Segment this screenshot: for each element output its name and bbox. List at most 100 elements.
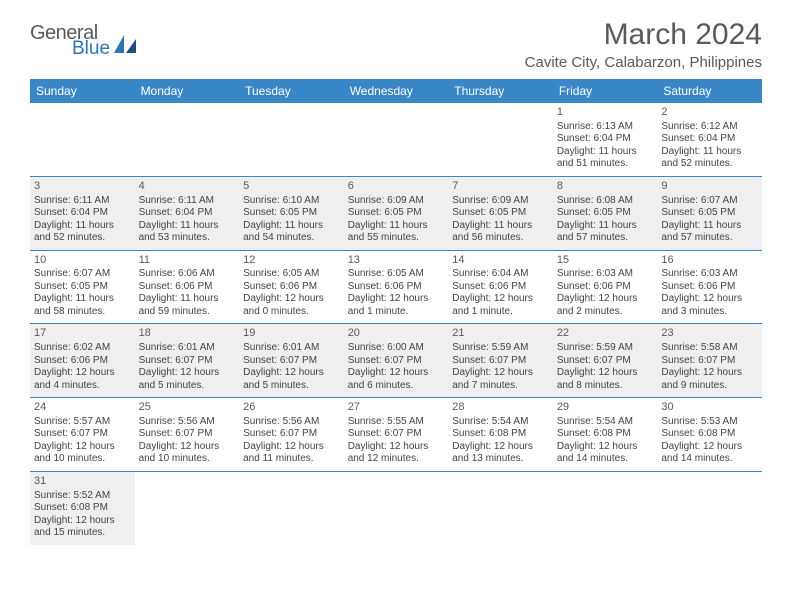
daylight-text-2: and 6 minutes. — [348, 380, 445, 393]
daylight-text-1: Daylight: 11 hours — [452, 220, 549, 233]
daylight-text-1: Daylight: 11 hours — [557, 146, 654, 159]
sunrise-text: Sunrise: 5:55 AM — [348, 416, 445, 429]
day-number: 25 — [139, 401, 236, 415]
daylight-text-2: and 7 minutes. — [452, 380, 549, 393]
calendar-week-row: 17Sunrise: 6:02 AMSunset: 6:06 PMDayligh… — [30, 324, 762, 398]
daylight-text-2: and 13 minutes. — [452, 453, 549, 466]
day-number: 30 — [661, 401, 758, 415]
calendar-day-cell: 6Sunrise: 6:09 AMSunset: 6:05 PMDaylight… — [344, 176, 449, 250]
sunrise-text: Sunrise: 6:07 AM — [34, 268, 131, 281]
calendar-day-cell: 2Sunrise: 6:12 AMSunset: 6:04 PMDaylight… — [657, 103, 762, 176]
daylight-text-1: Daylight: 11 hours — [34, 293, 131, 306]
sunset-text: Sunset: 6:07 PM — [452, 355, 549, 368]
day-number: 1 — [557, 106, 654, 120]
calendar-day-cell: 26Sunrise: 5:56 AMSunset: 6:07 PMDayligh… — [239, 398, 344, 472]
day-number: 8 — [557, 180, 654, 194]
daylight-text-2: and 57 minutes. — [557, 232, 654, 245]
sunrise-text: Sunrise: 5:59 AM — [557, 342, 654, 355]
sunset-text: Sunset: 6:07 PM — [243, 428, 340, 441]
sunrise-text: Sunrise: 6:08 AM — [557, 195, 654, 208]
sunrise-text: Sunrise: 6:10 AM — [243, 195, 340, 208]
daylight-text-1: Daylight: 12 hours — [557, 367, 654, 380]
weekday-header-row: Sunday Monday Tuesday Wednesday Thursday… — [30, 79, 762, 103]
calendar-day-cell: 21Sunrise: 5:59 AMSunset: 6:07 PMDayligh… — [448, 324, 553, 398]
day-number: 13 — [348, 254, 445, 268]
sail-icon — [114, 35, 140, 55]
calendar-day-cell: 9Sunrise: 6:07 AMSunset: 6:05 PMDaylight… — [657, 176, 762, 250]
sunrise-text: Sunrise: 5:57 AM — [34, 416, 131, 429]
month-title: March 2024 — [525, 18, 762, 52]
sunrise-text: Sunrise: 6:02 AM — [34, 342, 131, 355]
sunset-text: Sunset: 6:07 PM — [243, 355, 340, 368]
daylight-text-1: Daylight: 12 hours — [243, 293, 340, 306]
daylight-text-2: and 14 minutes. — [557, 453, 654, 466]
calendar-day-cell: 20Sunrise: 6:00 AMSunset: 6:07 PMDayligh… — [344, 324, 449, 398]
sunset-text: Sunset: 6:05 PM — [34, 281, 131, 294]
calendar-day-cell — [135, 471, 240, 544]
calendar-day-cell: 19Sunrise: 6:01 AMSunset: 6:07 PMDayligh… — [239, 324, 344, 398]
day-number: 26 — [243, 401, 340, 415]
daylight-text-1: Daylight: 12 hours — [452, 367, 549, 380]
sunrise-text: Sunrise: 5:58 AM — [661, 342, 758, 355]
day-number: 4 — [139, 180, 236, 194]
sunrise-text: Sunrise: 6:04 AM — [452, 268, 549, 281]
sunset-text: Sunset: 6:07 PM — [348, 355, 445, 368]
day-number: 17 — [34, 327, 131, 341]
sunrise-text: Sunrise: 6:03 AM — [557, 268, 654, 281]
daylight-text-2: and 11 minutes. — [243, 453, 340, 466]
calendar-day-cell: 24Sunrise: 5:57 AMSunset: 6:07 PMDayligh… — [30, 398, 135, 472]
day-number: 21 — [452, 327, 549, 341]
daylight-text-1: Daylight: 12 hours — [243, 367, 340, 380]
day-number: 29 — [557, 401, 654, 415]
sunset-text: Sunset: 6:08 PM — [557, 428, 654, 441]
calendar-day-cell: 23Sunrise: 5:58 AMSunset: 6:07 PMDayligh… — [657, 324, 762, 398]
day-number: 2 — [661, 106, 758, 120]
daylight-text-1: Daylight: 11 hours — [34, 220, 131, 233]
day-number: 19 — [243, 327, 340, 341]
calendar-day-cell: 18Sunrise: 6:01 AMSunset: 6:07 PMDayligh… — [135, 324, 240, 398]
day-number: 10 — [34, 254, 131, 268]
day-number: 31 — [34, 475, 131, 489]
calendar-day-cell: 3Sunrise: 6:11 AMSunset: 6:04 PMDaylight… — [30, 176, 135, 250]
daylight-text-1: Daylight: 12 hours — [348, 367, 445, 380]
weekday-header: Thursday — [448, 79, 553, 103]
sunrise-text: Sunrise: 5:59 AM — [452, 342, 549, 355]
daylight-text-2: and 59 minutes. — [139, 306, 236, 319]
sunset-text: Sunset: 6:06 PM — [661, 281, 758, 294]
sunset-text: Sunset: 6:07 PM — [139, 355, 236, 368]
sunrise-text: Sunrise: 6:12 AM — [661, 121, 758, 134]
sunset-text: Sunset: 6:05 PM — [557, 207, 654, 220]
sunrise-text: Sunrise: 6:00 AM — [348, 342, 445, 355]
weekday-header: Saturday — [657, 79, 762, 103]
daylight-text-1: Daylight: 12 hours — [661, 293, 758, 306]
sunset-text: Sunset: 6:07 PM — [661, 355, 758, 368]
sunset-text: Sunset: 6:07 PM — [557, 355, 654, 368]
day-number: 15 — [557, 254, 654, 268]
sunset-text: Sunset: 6:07 PM — [348, 428, 445, 441]
daylight-text-1: Daylight: 12 hours — [348, 293, 445, 306]
sunset-text: Sunset: 6:07 PM — [34, 428, 131, 441]
sunset-text: Sunset: 6:07 PM — [139, 428, 236, 441]
sunrise-text: Sunrise: 5:54 AM — [557, 416, 654, 429]
calendar-week-row: 1Sunrise: 6:13 AMSunset: 6:04 PMDaylight… — [30, 103, 762, 176]
daylight-text-1: Daylight: 11 hours — [661, 146, 758, 159]
calendar-day-cell: 29Sunrise: 5:54 AMSunset: 6:08 PMDayligh… — [553, 398, 658, 472]
daylight-text-2: and 56 minutes. — [452, 232, 549, 245]
daylight-text-2: and 57 minutes. — [661, 232, 758, 245]
logo: General Blue — [30, 18, 140, 57]
sunset-text: Sunset: 6:05 PM — [452, 207, 549, 220]
day-number: 24 — [34, 401, 131, 415]
sunset-text: Sunset: 6:05 PM — [348, 207, 445, 220]
sunset-text: Sunset: 6:06 PM — [348, 281, 445, 294]
sunrise-text: Sunrise: 6:13 AM — [557, 121, 654, 134]
daylight-text-2: and 58 minutes. — [34, 306, 131, 319]
calendar-day-cell — [239, 103, 344, 176]
sunset-text: Sunset: 6:04 PM — [34, 207, 131, 220]
daylight-text-1: Daylight: 12 hours — [452, 293, 549, 306]
calendar-day-cell: 16Sunrise: 6:03 AMSunset: 6:06 PMDayligh… — [657, 250, 762, 324]
calendar-week-row: 10Sunrise: 6:07 AMSunset: 6:05 PMDayligh… — [30, 250, 762, 324]
calendar-day-cell: 27Sunrise: 5:55 AMSunset: 6:07 PMDayligh… — [344, 398, 449, 472]
page-header: General Blue March 2024 Cavite City, Cal… — [30, 18, 762, 71]
sunrise-text: Sunrise: 6:09 AM — [348, 195, 445, 208]
calendar-day-cell: 5Sunrise: 6:10 AMSunset: 6:05 PMDaylight… — [239, 176, 344, 250]
